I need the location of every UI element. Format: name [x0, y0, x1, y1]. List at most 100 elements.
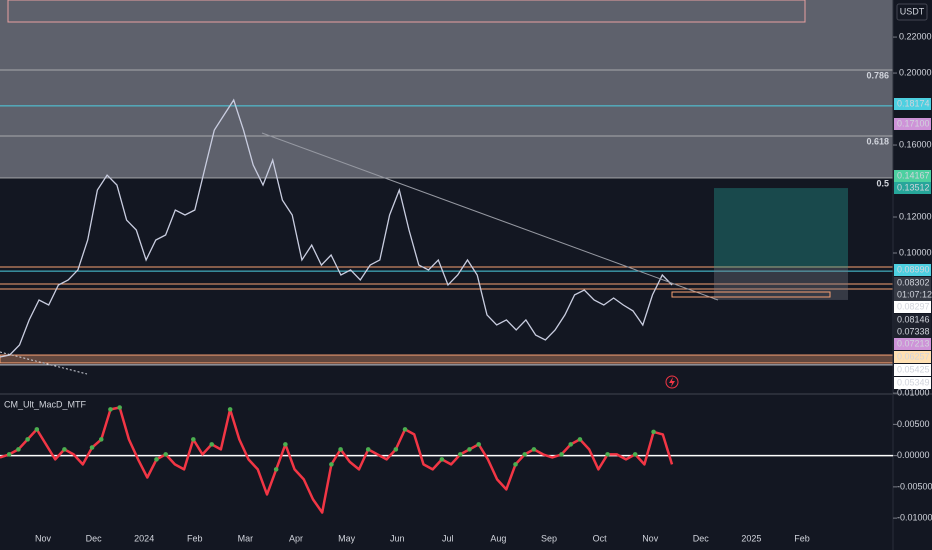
- macd-rising-point: [34, 427, 40, 432]
- x-tick-label: 2025: [741, 533, 761, 543]
- macd-rising-point: [283, 442, 288, 447]
- price-badge-label: 0.07213: [897, 338, 930, 348]
- price-badge: [894, 264, 931, 276]
- macd-rising-point: [329, 462, 334, 467]
- y-tick-label: 0.10000: [899, 247, 932, 257]
- macd-rising-point: [6, 452, 12, 457]
- x-tick-label: Jun: [390, 533, 405, 543]
- trend-line-dotted: [0, 351, 88, 375]
- macd-rising-point: [163, 452, 168, 457]
- x-tick-label: Dec: [86, 533, 103, 543]
- y-tick-label: 0.22000: [899, 31, 932, 41]
- price-badge-label: 0.18174: [897, 98, 930, 108]
- alert-bolt: [669, 377, 675, 387]
- y-tick-label: -0.01000: [897, 513, 932, 523]
- x-tick-label: May: [338, 533, 356, 543]
- y-tick-label: 0.20000: [899, 67, 932, 77]
- macd-rising-point: [522, 452, 528, 457]
- y-tick-label: 0.16000: [899, 139, 932, 149]
- price-badge: [894, 314, 931, 326]
- price-badge-label: 0.08146: [897, 314, 930, 324]
- target-zone: [714, 188, 848, 268]
- macd-rising-point: [16, 447, 21, 452]
- x-tick-label: Nov: [642, 533, 659, 543]
- x-tick-label: Dec: [693, 533, 710, 543]
- macd-rising-point: [62, 447, 67, 452]
- macd-rising-point: [338, 447, 343, 452]
- macd-rising-point: [513, 462, 518, 467]
- premium-zone: [0, 0, 893, 179]
- macd-rising-point: [273, 467, 279, 472]
- macd-rising-point: [98, 437, 104, 442]
- macd-rising-point: [154, 457, 159, 462]
- macd-rising-point: [117, 405, 122, 410]
- trend-line: [261, 132, 719, 301]
- x-tick-label: Aug: [490, 533, 506, 543]
- x-tick-label: Feb: [794, 533, 810, 543]
- range-box: [671, 291, 831, 298]
- y-tick-label: 0.00500: [897, 419, 930, 429]
- x-tick-label: Feb: [187, 533, 203, 543]
- macd-rising-point: [605, 452, 610, 457]
- price-line: [0, 98, 673, 358]
- y-tick-label: 0.00000: [897, 450, 930, 460]
- x-tick-label: Oct: [593, 533, 608, 543]
- price-badge-label: 0.14167: [897, 170, 930, 180]
- price-badge: [894, 98, 931, 110]
- macd-rising-point: [393, 447, 399, 452]
- price-badge-label: 0.05425: [897, 364, 930, 374]
- x-tick-label: Nov: [35, 533, 52, 543]
- indicator-title: CM_Ult_MacD_MTF: [4, 399, 87, 409]
- price-badge: [894, 377, 931, 389]
- price-badge-label: 0.05349: [897, 377, 930, 387]
- price-badge: [894, 338, 931, 350]
- price-badge-label: 0.08297: [897, 301, 930, 311]
- macd-rising-point: [209, 442, 215, 447]
- macd-rising-point: [577, 437, 583, 442]
- fib-label: 0.786: [866, 70, 889, 80]
- macd-rising-point: [25, 437, 30, 442]
- currency-badge[interactable]: [896, 3, 928, 21]
- price-badge: [894, 364, 931, 376]
- x-tick-label: Sep: [541, 533, 557, 543]
- macd-rising-point: [651, 429, 656, 435]
- drawn-box: [7, 0, 806, 23]
- x-tick-label: Apr: [289, 533, 303, 543]
- price-badge-label: 0.06257: [897, 351, 930, 361]
- price-badge-label: 01:07:12: [897, 289, 932, 299]
- y-tick-label: 0.12000: [899, 211, 932, 221]
- x-tick-label: Jul: [442, 533, 454, 543]
- y-tick-label: -0.00500: [897, 481, 932, 491]
- currency-label: USDT: [900, 6, 925, 16]
- price-badge-label: 0.08990: [897, 264, 930, 274]
- macd-rising-point: [467, 447, 472, 452]
- x-tick-label: Mar: [238, 533, 254, 543]
- price-badge-label: 0.17100: [897, 118, 930, 128]
- macd-rising-point: [457, 452, 463, 457]
- fib-label: 0.618: [866, 136, 889, 146]
- price-badge: [894, 170, 931, 182]
- macd-rising-point: [191, 437, 196, 442]
- stop-zone: [714, 267, 848, 300]
- macd-rising-point: [632, 452, 638, 457]
- macd-rising-point: [476, 442, 481, 447]
- macd-rising-point: [402, 427, 408, 432]
- macd-rising-point: [559, 452, 564, 457]
- macd-rising-point: [108, 407, 113, 412]
- price-badge: [894, 182, 931, 194]
- price-badge: [894, 277, 931, 289]
- macd-rising-point: [365, 447, 371, 452]
- price-badge: [894, 326, 931, 338]
- price-badge: [894, 301, 931, 313]
- price-badge-label: 0.08302: [897, 277, 930, 287]
- macd-rising-point: [568, 442, 574, 447]
- alert-icon[interactable]: [665, 375, 679, 389]
- fib-label: 0.5: [876, 178, 889, 188]
- macd-rising-point: [439, 457, 445, 462]
- price-badge: [894, 351, 931, 363]
- price-pane: [0, 0, 894, 366]
- zone-band: [0, 354, 894, 364]
- price-badge-label: 0.07338: [897, 326, 930, 336]
